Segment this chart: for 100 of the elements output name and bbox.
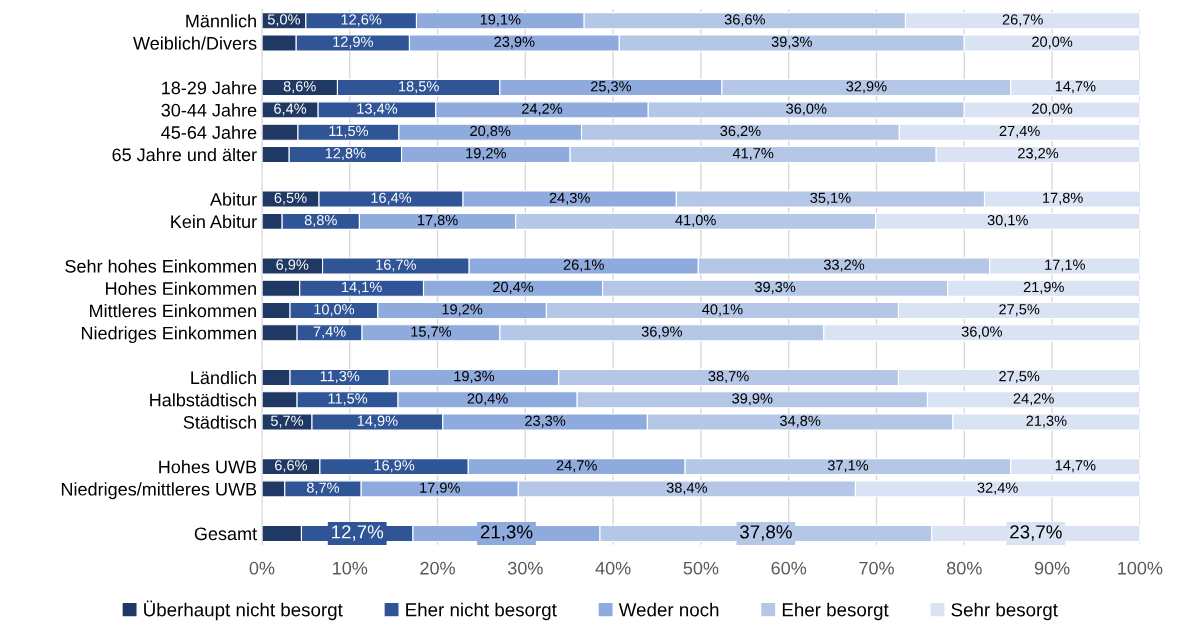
legend-label: Eher besorgt [782, 602, 889, 621]
data-label: 39,3% [754, 281, 796, 294]
y-tick-label: 45-64 Jahre [161, 125, 257, 139]
data-label: 12,8% [325, 148, 366, 161]
x-tick-label: 60% [771, 561, 807, 575]
data-label: 11,5% [328, 393, 368, 406]
y-tick-label: 30-44 Jahre [161, 103, 257, 117]
data-label: 18,5% [399, 81, 439, 94]
data-label: 19,2% [442, 304, 483, 317]
data-label: 20,4% [467, 393, 508, 406]
data-label: 14,7% [1055, 460, 1096, 473]
y-tick-label: Städtisch [183, 415, 256, 429]
x-tick-label: 40% [595, 561, 631, 575]
data-label: 26,1% [563, 259, 604, 272]
data-label: 14,9% [357, 415, 398, 428]
y-tick-label: Niedriges/mittleres UWB [61, 482, 257, 500]
data-label: 14,1% [342, 281, 382, 294]
legend-label: Überhaupt nicht besorgt [144, 600, 343, 621]
data-label: 16,4% [371, 192, 412, 205]
data-label: 19,1% [480, 14, 521, 27]
y-tick-label: 18-29 Jahre [162, 81, 257, 95]
data-label: 17,1% [1045, 259, 1085, 272]
x-tick-label: 90% [1034, 561, 1070, 575]
data-label: 32,4% [977, 482, 1018, 495]
data-label: 36,2% [720, 125, 761, 138]
data-label: 11,3% [320, 371, 360, 384]
y-tick-label: Abitur [209, 192, 257, 206]
data-label: 7,4% [313, 326, 346, 339]
data-label: 41,0% [675, 214, 716, 227]
x-tick-label: 100% [1118, 561, 1163, 575]
data-label: 20,4% [493, 281, 534, 294]
data-label: 34,8% [780, 415, 821, 428]
data-label: 23,9% [494, 36, 535, 49]
data-label: 19,3% [454, 371, 495, 384]
data-label: 17,9% [420, 482, 460, 495]
data-label: 8,8% [304, 214, 337, 227]
data-label: 36,9% [641, 326, 683, 339]
data-label: 19,2% [466, 148, 506, 161]
data-label: 41,7% [732, 148, 774, 161]
data-label: 36,6% [724, 14, 765, 27]
data-label: 21,9% [1023, 281, 1064, 294]
data-label: 8,7% [306, 482, 340, 495]
data-label: 10,0% [314, 304, 355, 317]
y-tick-label: Mittleres Einkommen [90, 304, 256, 318]
y-tick-label: Sehr hohes Einkommen [65, 259, 256, 273]
data-label: 36,0% [961, 326, 1003, 339]
y-tick-label: Ländlich [191, 370, 256, 385]
data-label: 17,8% [417, 214, 458, 227]
data-label: 12,9% [333, 36, 373, 49]
x-tick-label: 20% [420, 561, 455, 575]
x-tick-label: 80% [947, 561, 982, 575]
data-label: 21,3% [480, 525, 533, 541]
x-tick-label: 70% [859, 561, 894, 575]
data-label: 37,1% [827, 460, 869, 473]
data-label: 27,5% [999, 304, 1040, 317]
y-tick-label: Hohes Einkommen [106, 281, 256, 295]
data-label: 24,7% [556, 460, 597, 473]
y-tick-label: Halbstädtisch [150, 393, 256, 407]
data-label: 21,3% [1026, 415, 1067, 428]
y-tick-label: Männlich [186, 14, 256, 28]
data-label: 6,6% [275, 460, 308, 473]
data-label: 27,4% [999, 125, 1040, 138]
data-label: 24,3% [549, 192, 590, 205]
data-label: 5,0% [267, 14, 301, 27]
data-label: 35,1% [810, 192, 851, 205]
data-label: 12,6% [341, 14, 382, 27]
data-label: 6,9% [276, 259, 309, 272]
legend-label: Sehr besorgt [951, 602, 1058, 621]
x-tick-label: 0% [249, 561, 275, 575]
data-label: 23,7% [1010, 525, 1062, 541]
data-label: 39,9% [732, 393, 773, 406]
data-label: 16,7% [376, 259, 416, 272]
y-tick-label: 65 Jahre und älter [112, 147, 257, 162]
data-label: 39,3% [771, 36, 812, 49]
data-label: 23,2% [1018, 148, 1059, 161]
data-label: 30,1% [987, 214, 1028, 227]
data-label: 6,4% [274, 103, 307, 116]
data-label: 33,2% [823, 259, 865, 272]
legend-label: Weder noch [618, 602, 719, 617]
data-label: 25,3% [590, 81, 632, 94]
x-tick-label: 50% [683, 561, 719, 575]
data-label: 32,9% [846, 81, 887, 94]
data-label: 23,3% [525, 415, 566, 428]
data-label: 37,8% [740, 525, 792, 541]
y-tick-label: Weiblich/Divers [133, 36, 257, 50]
x-tick-label: 10% [333, 561, 368, 575]
data-label: 17,8% [1043, 192, 1083, 205]
data-label: 15,7% [411, 326, 452, 339]
data-label: 38,4% [666, 482, 708, 495]
data-label: 24,2% [1013, 393, 1054, 406]
y-tick-label: Gesamt [194, 527, 257, 541]
data-label: 5,7% [270, 415, 304, 428]
data-label: 8,6% [283, 81, 316, 94]
data-label: 36,0% [786, 103, 827, 116]
data-label: 27,5% [999, 371, 1040, 384]
data-label: 20,0% [1032, 103, 1073, 116]
data-label: 13,4% [357, 103, 398, 116]
x-tick-label: 30% [507, 561, 543, 575]
data-label: 14,7% [1055, 81, 1096, 94]
data-label: 20,8% [470, 125, 511, 138]
